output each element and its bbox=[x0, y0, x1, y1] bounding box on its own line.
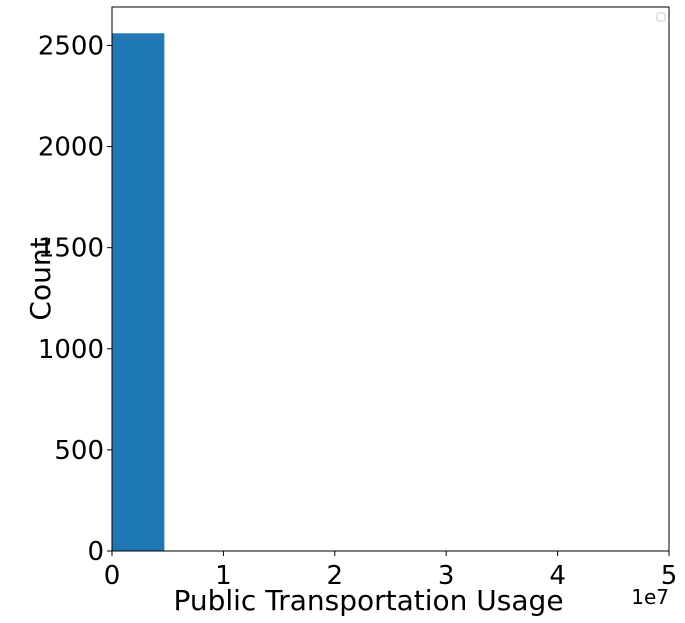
x-axis-ticks: 0 1 2 3 4 5 bbox=[104, 551, 678, 591]
legend-box bbox=[656, 12, 666, 22]
x-tick-label: 3 bbox=[438, 561, 455, 591]
y-tick-label: 1000 bbox=[38, 335, 104, 365]
y-tick-label: 1500 bbox=[38, 234, 104, 264]
x-tick-label: 0 bbox=[104, 561, 121, 591]
y-tick-label: 2000 bbox=[38, 133, 104, 163]
x-axis-title: Public Transportation Usage bbox=[173, 584, 563, 617]
histogram-bar bbox=[112, 33, 165, 551]
x-tick-label: 4 bbox=[549, 561, 566, 591]
x-tick-label: 2 bbox=[327, 561, 344, 591]
x-tick-label: 1 bbox=[215, 561, 232, 591]
y-tick-label: 0 bbox=[87, 537, 104, 567]
y-axis-title: Count bbox=[24, 237, 57, 320]
y-axis-ticks: 0 500 1000 1500 2000 2500 bbox=[38, 31, 112, 567]
plot-frame bbox=[111, 6, 670, 552]
x-axis-offset-label: 1e7 bbox=[631, 585, 669, 609]
x-tick-label: 5 bbox=[661, 561, 678, 591]
y-tick-label: 2500 bbox=[38, 31, 104, 61]
bars-group bbox=[112, 33, 165, 551]
y-tick-label: 500 bbox=[54, 436, 104, 466]
